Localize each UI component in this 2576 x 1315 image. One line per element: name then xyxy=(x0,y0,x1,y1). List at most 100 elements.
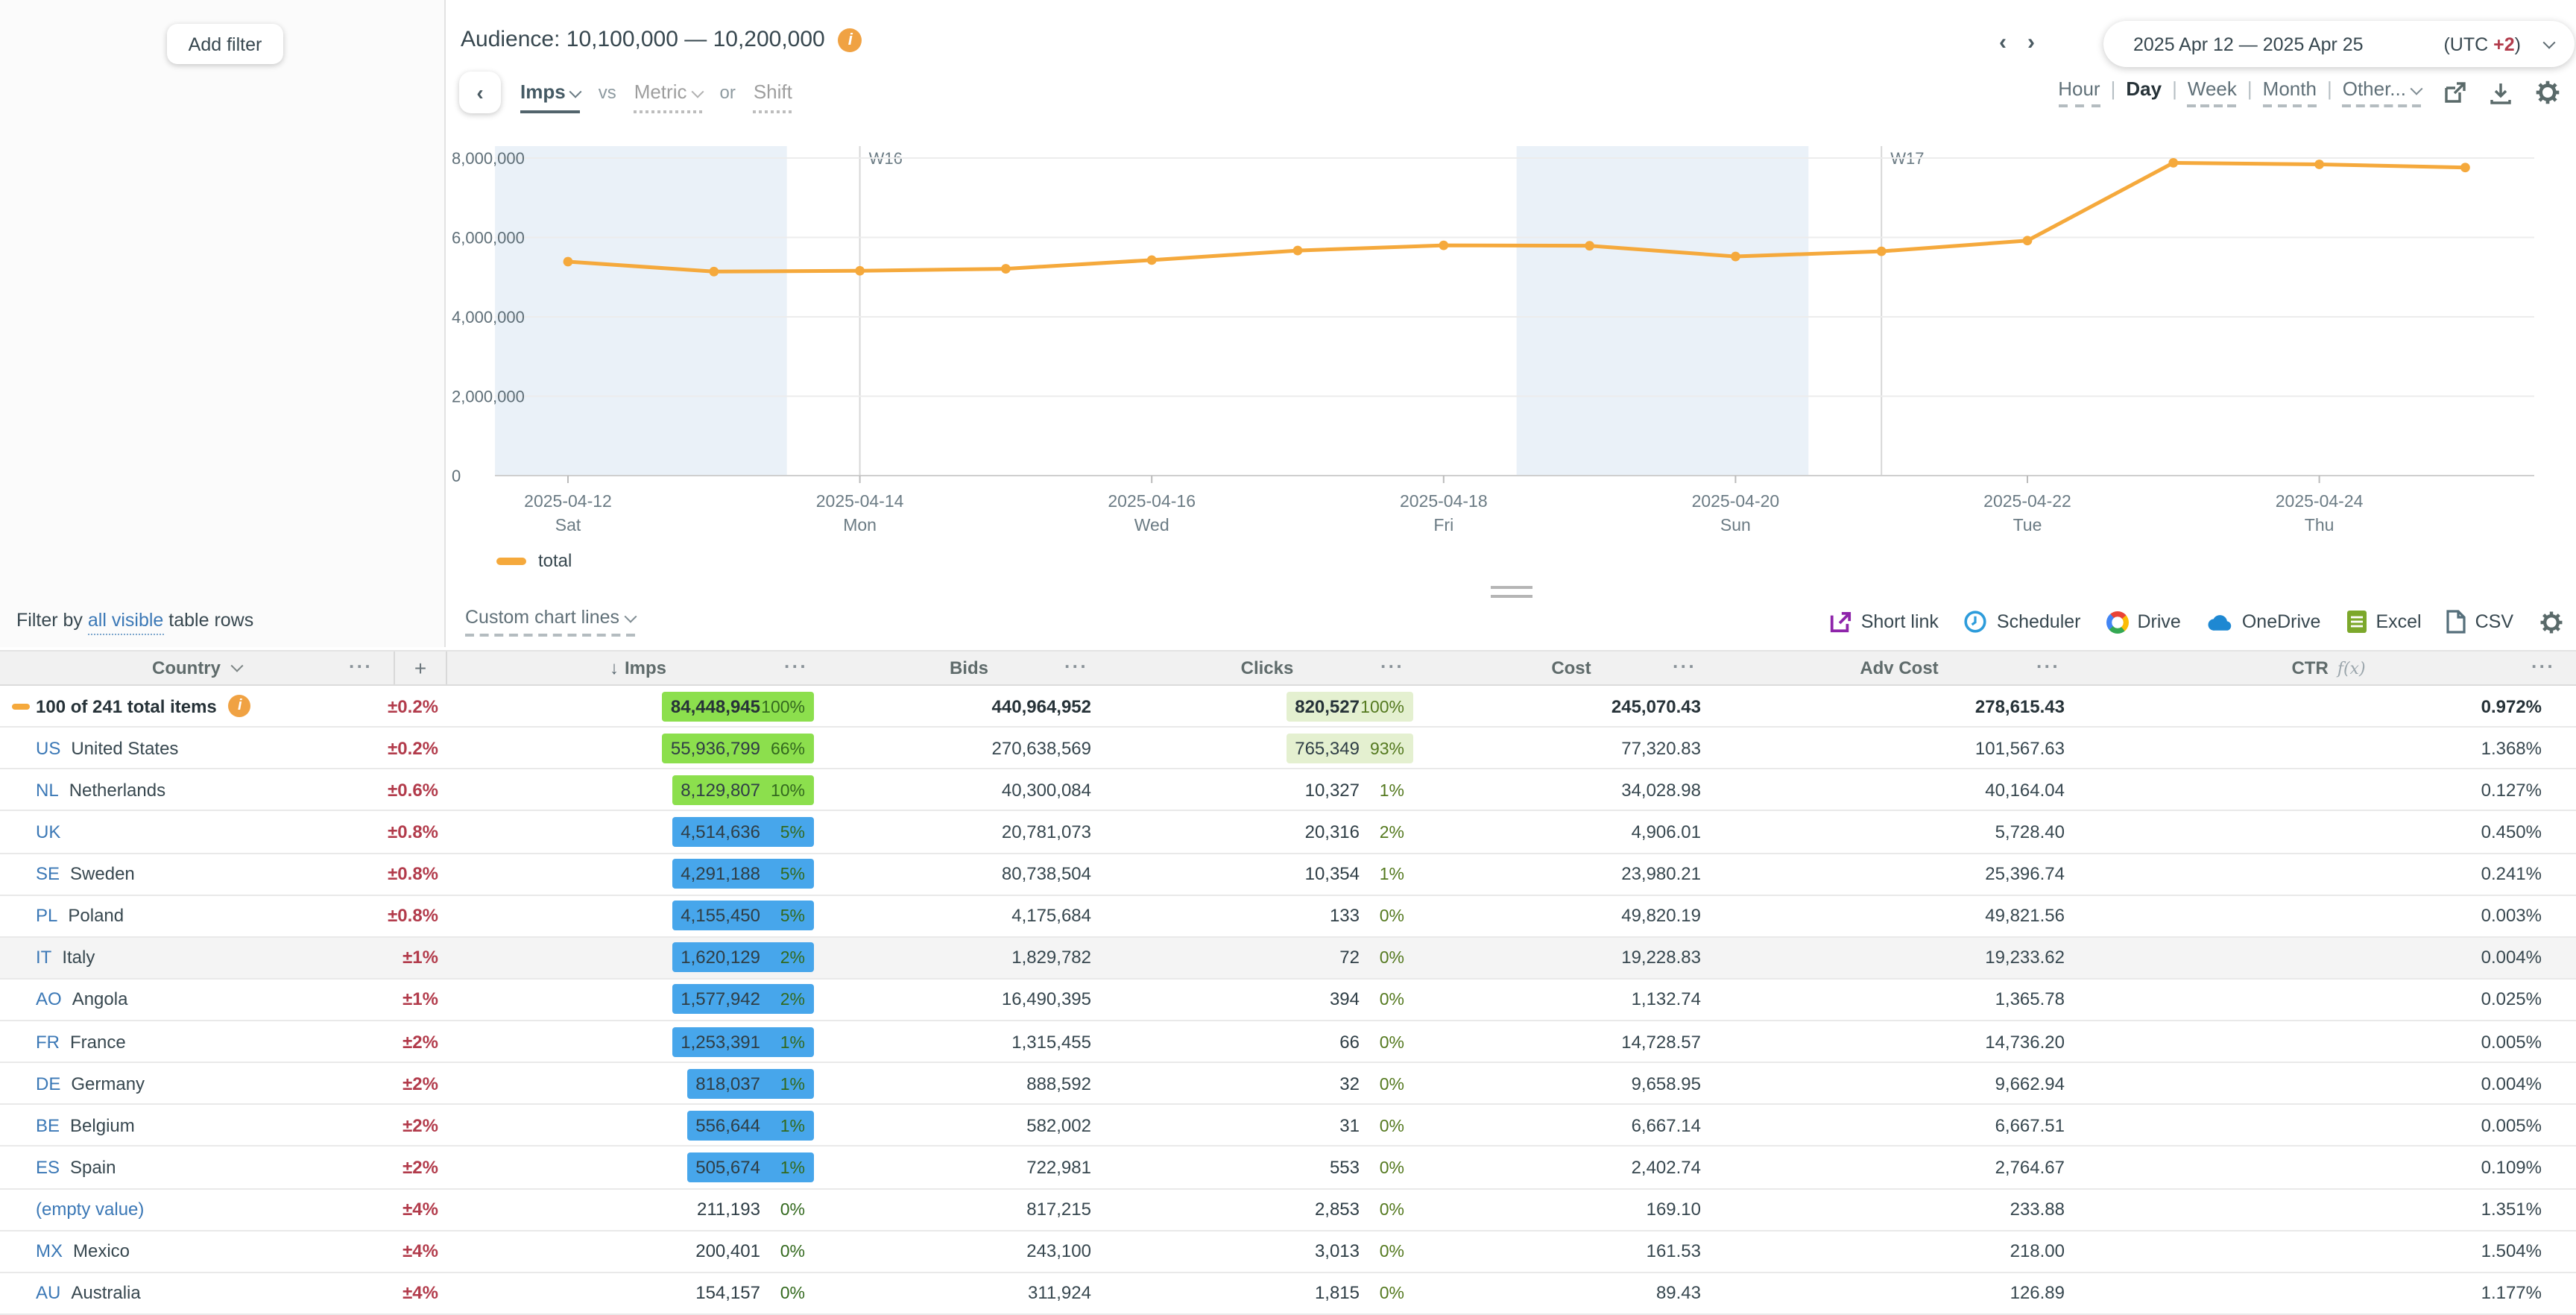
country-code-link[interactable]: AU xyxy=(36,1282,61,1304)
data-point[interactable] xyxy=(1585,241,1594,251)
column-header-imps[interactable]: ↓ Imps ··· xyxy=(447,652,829,684)
timeseries-chart[interactable]: W16 W17 0 2,000,000 4,000,000 6,000,000 8,000,… xyxy=(447,128,2576,583)
data-point[interactable] xyxy=(1146,255,1157,265)
granularity-label: Hour xyxy=(2058,78,2100,100)
imps-share-bar: 556,644 1% xyxy=(686,1110,814,1141)
data-point[interactable] xyxy=(1731,251,1740,262)
row-info-icon[interactable]: i xyxy=(228,695,251,718)
bids-cell: 1,829,782 xyxy=(829,947,1109,968)
data-point[interactable] xyxy=(1439,240,1449,250)
data-point[interactable] xyxy=(2460,163,2470,173)
country-code-link[interactable]: BE xyxy=(36,1114,60,1136)
data-point[interactable] xyxy=(563,256,573,267)
add-column-button[interactable]: + xyxy=(394,652,447,684)
country-code-link[interactable]: IT xyxy=(36,947,52,968)
clicks-share-pct: 1% xyxy=(1379,866,1404,885)
clicks-share-pct: 0% xyxy=(1379,991,1404,1010)
audience-info-icon[interactable]: i xyxy=(838,28,862,51)
data-point[interactable] xyxy=(1001,264,1011,274)
clicks-cell: 72 0% xyxy=(1109,943,1425,973)
column-menu-icon[interactable]: ··· xyxy=(1673,655,1696,678)
column-header-bids[interactable]: Bids ··· xyxy=(829,652,1109,684)
action-drive[interactable]: Drive xyxy=(2106,611,2181,633)
clicks-share-bar: 820,527 100% xyxy=(1286,691,1413,722)
column-menu-icon[interactable]: ··· xyxy=(2531,655,2555,678)
data-point[interactable] xyxy=(709,266,719,277)
action-scheduler[interactable]: Scheduler xyxy=(1964,610,2081,634)
onedrive-cloud-icon xyxy=(2206,612,2233,631)
delta-value: ±4% xyxy=(402,1240,438,1262)
granularity-other[interactable]: Other... xyxy=(2342,78,2423,107)
granularity-week[interactable]: Week xyxy=(2187,78,2237,107)
chart-settings-gear-icon[interactable] xyxy=(2534,79,2561,106)
column-menu-icon[interactable]: ··· xyxy=(1064,655,1088,678)
all-visible-link[interactable]: all visible xyxy=(87,610,164,635)
granularity-day[interactable]: Day xyxy=(2126,78,2162,104)
country-code-link[interactable]: PL xyxy=(36,905,58,927)
column-menu-icon[interactable]: ··· xyxy=(349,655,373,678)
imps-cell: 211,193 0% xyxy=(447,1194,829,1224)
shift-option[interactable]: Shift xyxy=(753,81,792,113)
column-menu-icon[interactable]: ··· xyxy=(784,655,808,678)
country-name[interactable]: (empty value) xyxy=(36,1199,145,1220)
granularity-hour[interactable]: Hour xyxy=(2058,78,2100,107)
data-point[interactable] xyxy=(2168,157,2179,168)
cost-cell: 19,228.83 xyxy=(1425,947,1717,968)
table-row-es: ES Spain ±2% 505,674 1% 722,981 553 0% 2,402.74 2… xyxy=(0,1147,2576,1189)
cost-cell: 34,028.98 xyxy=(1425,780,1717,801)
column-header-clicks[interactable]: Clicks ··· xyxy=(1109,652,1425,684)
date-prev-button[interactable]: ‹ xyxy=(1999,30,2007,55)
column-header-advcost[interactable]: Adv Cost ··· xyxy=(1717,652,2081,684)
country-code-link[interactable]: MX xyxy=(36,1240,63,1262)
chart-canvas: W16 W1702,000,0004,000,0006,000,0008,000,… xyxy=(452,146,2534,534)
metric-compare-dropdown[interactable]: Metric xyxy=(634,81,704,113)
download-icon[interactable] xyxy=(2488,80,2513,105)
column-header-cost[interactable]: Cost ··· xyxy=(1425,652,1717,684)
adv-cost-cell: 5,728.40 xyxy=(1717,822,2081,842)
date-range-picker[interactable]: 2025 Apr 12 — 2025 Apr 25 (UTC +2) xyxy=(2103,21,2575,67)
table-row-se: SE Sweden ±0.8% 4,291,188 5% 80,738,504 10,354… xyxy=(0,854,2576,896)
action-short-link[interactable]: Short link xyxy=(1830,611,1939,633)
fx-badge: f(x) xyxy=(2337,658,2366,678)
add-filter-button[interactable]: Add filter xyxy=(167,24,283,64)
column-menu-icon[interactable]: ··· xyxy=(2036,655,2060,678)
action-excel[interactable]: Excel xyxy=(2346,610,2422,634)
x-axis-day-label: Sun xyxy=(1720,515,1751,534)
chart-back-button[interactable]: ‹ xyxy=(459,72,501,113)
metric-selected-dropdown[interactable]: Imps xyxy=(520,81,583,113)
action-csv[interactable]: CSV xyxy=(2446,610,2513,634)
country-name: Poland xyxy=(68,905,124,927)
adv-cost-cell: 40,164.04 xyxy=(1717,780,2081,801)
data-point[interactable] xyxy=(2314,160,2325,169)
data-point[interactable] xyxy=(1292,245,1303,256)
country-code-link[interactable]: US xyxy=(36,737,61,759)
country-code-link[interactable]: FR xyxy=(36,1031,60,1053)
action-onedrive[interactable]: OneDrive xyxy=(2206,611,2320,632)
clicks-cell: 394 0% xyxy=(1109,985,1425,1015)
column-header-country[interactable]: Country ··· xyxy=(0,652,394,684)
country-code-link[interactable]: AO xyxy=(36,988,62,1010)
open-in-new-icon[interactable] xyxy=(2442,80,2467,105)
granularity-month[interactable]: Month xyxy=(2262,78,2317,107)
country-code-link[interactable]: UK xyxy=(36,821,61,842)
adv-cost-value: 25,396.74 xyxy=(1985,863,2065,885)
chart-resize-handle[interactable] xyxy=(1491,586,1532,598)
ctr-cell: 0.005% xyxy=(2081,1115,2576,1136)
action-label: Drive xyxy=(2137,611,2181,632)
adv-cost-value: 101,567.63 xyxy=(1974,737,2065,759)
country-code-link[interactable]: ES xyxy=(36,1156,60,1178)
date-next-button[interactable]: › xyxy=(2027,30,2035,55)
column-menu-icon[interactable]: ··· xyxy=(1380,655,1404,678)
country-code-link[interactable]: DE xyxy=(36,1073,61,1094)
country-cell: PL Poland xyxy=(0,905,394,926)
column-header-ctr[interactable]: CTR f(x) ··· xyxy=(2081,652,2576,684)
data-point[interactable] xyxy=(2022,236,2033,246)
clicks-cell: 20,316 2% xyxy=(1109,817,1425,847)
country-code-link[interactable]: NL xyxy=(36,779,59,801)
custom-chart-lines-dropdown[interactable]: Custom chart lines xyxy=(465,607,637,637)
cost-value: 161.53 xyxy=(1646,1240,1701,1262)
country-code-link[interactable]: SE xyxy=(36,863,60,885)
data-point[interactable] xyxy=(855,265,865,276)
data-point[interactable] xyxy=(1876,246,1887,256)
table-settings-gear-icon[interactable] xyxy=(2539,609,2564,634)
